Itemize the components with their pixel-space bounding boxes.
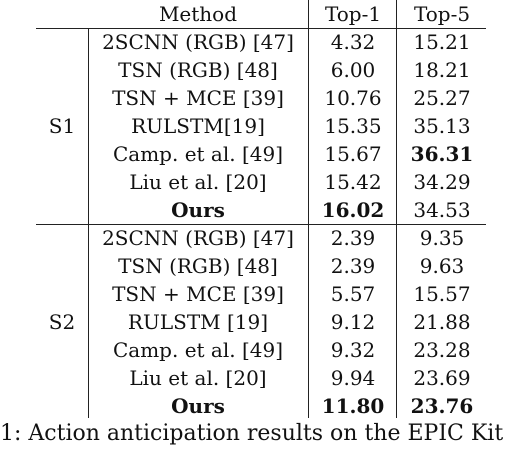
- s2-row-7-top5: 23.76: [410, 394, 474, 418]
- s1-row-1-method: 2SCNN (RGB) [47]: [102, 30, 294, 54]
- s2-row-5-top5: 23.28: [413, 338, 471, 362]
- s2-row-4-top1: 9.12: [330, 310, 376, 334]
- group-label-s2: S2: [48, 310, 76, 334]
- s1-row-6-top5: 34.29: [413, 170, 471, 194]
- s1-row-6-method: Liu et al. [20]: [129, 170, 267, 194]
- s2-row-5-top1: 9.32: [330, 338, 376, 362]
- s1-row-2-top1: 6.00: [330, 58, 376, 82]
- header-top1: Top-1: [324, 2, 382, 26]
- s1-row-5-method: Camp. et al. [49]: [112, 142, 284, 166]
- s2-row-3-method: TSN + MCE [39]: [112, 282, 284, 306]
- s2-row-2-top5: 9.63: [419, 254, 465, 278]
- s1-row-7-top1: 16.02: [321, 198, 385, 222]
- s2-row-3-top5: 15.57: [413, 282, 471, 306]
- s2-row-4-method: RULSTM [19]: [127, 310, 269, 334]
- s1-row-2-method: TSN (RGB) [48]: [118, 58, 278, 82]
- header-method: Method: [158, 2, 238, 26]
- method-column-rule: [308, 0, 309, 418]
- s1-row-1-top1: 4.32: [330, 30, 376, 54]
- s1-row-5-top1: 15.67: [324, 142, 382, 166]
- group-divider-rule: [36, 224, 486, 225]
- s1-row-1-top5: 15.21: [413, 30, 471, 54]
- s1-row-5-top5: 36.31: [410, 142, 474, 166]
- s1-row-2-top5: 18.21: [413, 58, 471, 82]
- group-column-rule: [88, 28, 89, 418]
- s1-row-4-top5: 35.13: [413, 114, 471, 138]
- s2-row-1-method: 2SCNN (RGB) [47]: [102, 226, 294, 250]
- s2-row-6-top1: 9.94: [330, 366, 376, 390]
- top1-column-rule: [396, 0, 397, 418]
- group-label-s1: S1: [48, 114, 76, 138]
- s1-row-3-top5: 25.27: [413, 86, 471, 110]
- s2-row-1-top5: 9.35: [419, 226, 465, 250]
- table-caption: 1: Action anticipation results on the EP…: [0, 421, 504, 446]
- s1-row-7-top5: 34.53: [413, 198, 471, 222]
- s1-row-4-method: RULSTM[19]: [131, 114, 265, 138]
- s2-row-3-top1: 5.57: [330, 282, 376, 306]
- header-rule: [36, 28, 486, 29]
- s2-row-5-method: Camp. et al. [49]: [112, 338, 284, 362]
- s2-row-7-top1: 11.80: [321, 394, 385, 418]
- s1-row-6-top1: 15.42: [324, 170, 382, 194]
- s2-row-2-top1: 2.39: [330, 254, 376, 278]
- s2-row-7-method: Ours: [171, 394, 225, 418]
- s1-row-7-method: Ours: [171, 198, 225, 222]
- header-top5: Top-5: [413, 2, 471, 26]
- s2-row-6-method: Liu et al. [20]: [129, 366, 267, 390]
- s1-row-3-method: TSN + MCE [39]: [112, 86, 284, 110]
- s2-row-1-top1: 2.39: [330, 226, 376, 250]
- s1-row-4-top1: 15.35: [324, 114, 382, 138]
- s2-row-4-top5: 21.88: [413, 310, 471, 334]
- s2-row-2-method: TSN (RGB) [48]: [118, 254, 278, 278]
- s1-row-3-top1: 10.76: [324, 86, 382, 110]
- s2-row-6-top5: 23.69: [413, 366, 471, 390]
